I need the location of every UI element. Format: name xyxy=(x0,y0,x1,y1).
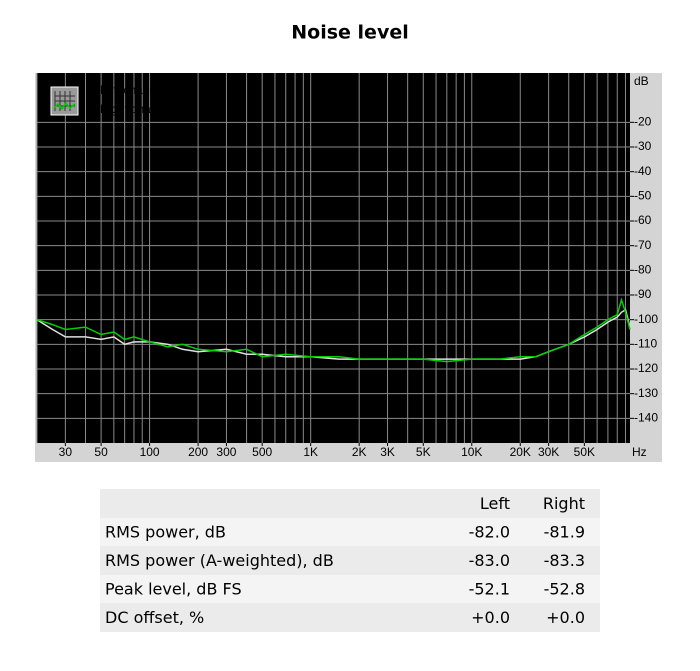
x-tick-label: 30 xyxy=(59,445,73,459)
y-tick-label: -70 xyxy=(634,238,652,252)
table-row-bg xyxy=(100,603,600,632)
x-tick-label: 200 xyxy=(188,445,208,459)
row-label: DC offset, % xyxy=(105,608,204,627)
x-tick-label: 10K xyxy=(461,445,482,459)
table-header-bg xyxy=(100,489,600,518)
cell: -83.3 xyxy=(544,551,585,570)
table: Left Right RMS power, dB -82.0 -81.9 RMS powe… xyxy=(100,489,600,632)
cell: -83.0 xyxy=(469,551,510,570)
y-tick-label: -50 xyxy=(634,189,652,203)
row-label: RMS power (A-weighted), dB xyxy=(105,551,334,570)
series-line xyxy=(36,308,631,360)
y-axis-label: dB xyxy=(634,74,649,88)
y-tick-label: -110 xyxy=(634,337,657,351)
chart-title: Noise level xyxy=(291,22,408,44)
y-tick-label: -20 xyxy=(634,115,652,129)
x-tick-label: 20K xyxy=(510,445,531,459)
y-tick-label: -30 xyxy=(634,139,652,153)
table-row-bg xyxy=(100,546,600,575)
row-label: Peak level, dB FS xyxy=(105,580,242,599)
x-tick-label: 30K xyxy=(538,445,559,459)
y-tick-label: -80 xyxy=(634,263,652,277)
y-tick-label: -100 xyxy=(634,312,658,326)
x-tick-label: 5K xyxy=(416,445,431,459)
row-label: RMS power, dB xyxy=(105,523,226,542)
column-header: Right xyxy=(543,494,585,513)
y-tick-label: -140 xyxy=(634,411,658,425)
table-row-bg xyxy=(100,575,600,603)
x-tick-label: 500 xyxy=(252,445,272,459)
x-tick-label: 3K xyxy=(380,445,395,459)
cell: -82.0 xyxy=(469,523,510,542)
lines xyxy=(36,297,631,363)
table-row-bg xyxy=(100,518,600,546)
x-tick-label: 50 xyxy=(94,445,108,459)
cell: +0.0 xyxy=(546,608,585,627)
legend-label: Left channel xyxy=(100,83,165,97)
legend-icon-wave xyxy=(53,101,76,111)
legend-icon-grid xyxy=(54,91,75,111)
grid xyxy=(36,73,630,443)
legend-label: Right channel xyxy=(100,102,173,116)
plot-area xyxy=(37,73,630,443)
y-tick-label: -60 xyxy=(634,213,652,227)
cell: -81.9 xyxy=(544,523,585,542)
cell: +0.0 xyxy=(471,608,510,627)
x-axis-label: Hz xyxy=(632,445,647,459)
x-tick-label: 1K xyxy=(303,445,318,459)
series-line xyxy=(36,297,631,363)
cell: -52.1 xyxy=(469,580,510,599)
y-tick-label: -130 xyxy=(634,386,658,400)
x-tick-label: 300 xyxy=(216,445,236,459)
x-tick-label: 100 xyxy=(140,445,160,459)
y-tick-label: -40 xyxy=(634,164,652,178)
x-tick-label: 2K xyxy=(352,445,367,459)
x-tick-label: 50K xyxy=(574,445,595,459)
y-tick-label: -90 xyxy=(634,287,652,301)
y-tick-label: -120 xyxy=(634,361,658,375)
column-header: Left xyxy=(480,494,510,513)
cell: -52.8 xyxy=(544,580,585,599)
